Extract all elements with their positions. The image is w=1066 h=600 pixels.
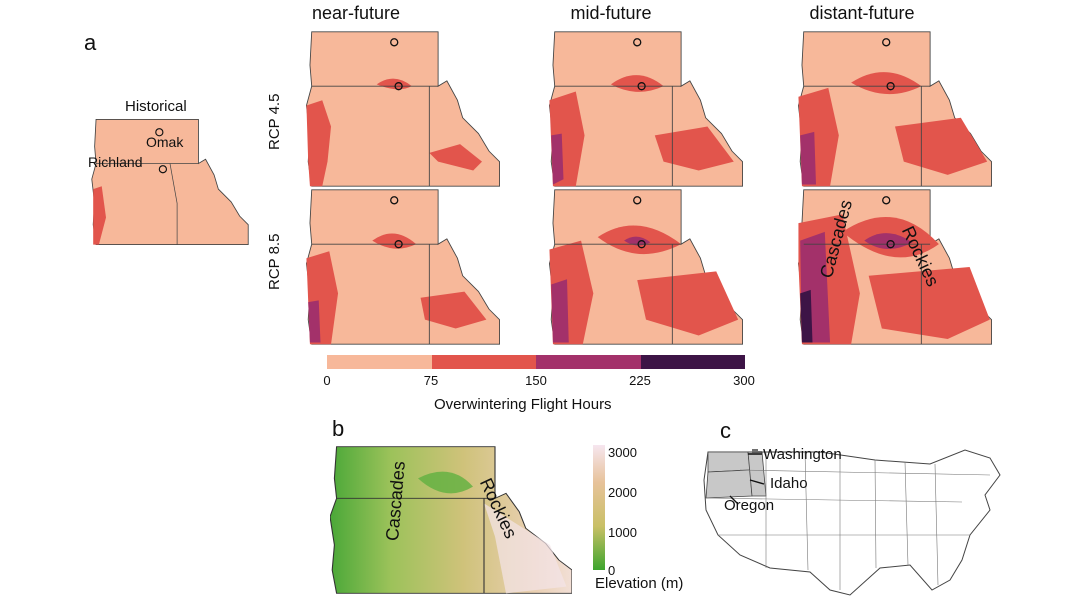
column-header-distant-future: distant-future	[809, 3, 915, 23]
elevation-title: Elevation (m)	[595, 575, 684, 592]
us-label-washington: Washington	[763, 446, 842, 463]
elevation-map	[330, 446, 572, 594]
map-rcp85-distant-future	[798, 189, 992, 345]
us-label-oregon: Oregon	[724, 497, 775, 514]
map-rcp45-distant-future	[798, 31, 992, 187]
colorbar-bin-75-150	[431, 355, 536, 369]
us-map-leader-lines	[729, 453, 765, 505]
panel-c-label: c	[720, 418, 731, 443]
city-label-richland: Richland	[88, 154, 143, 170]
map-rcp85-near-future	[306, 189, 500, 345]
elevation-colorbar	[593, 445, 605, 570]
colorbar-bin-0-75	[327, 355, 432, 369]
colorbar-bin-225-300	[640, 355, 745, 369]
map-rcp45-mid-future	[549, 31, 743, 187]
legend-tick-150: 150	[525, 373, 547, 388]
city-label-omak: Omak	[146, 134, 184, 150]
panel-a-label: a	[84, 30, 97, 55]
legend-tick-300: 300	[733, 373, 755, 388]
legend-title: Overwintering Flight Hours	[434, 396, 612, 413]
elevation-tick-2000: 2000	[608, 485, 637, 500]
historical-map	[91, 118, 249, 246]
legend-tick-225: 225	[629, 373, 651, 388]
legend-tick-75: 75	[423, 373, 439, 388]
map-rcp45-near-future	[306, 31, 500, 187]
historical-title: Historical	[125, 98, 187, 115]
us-label-idaho: Idaho	[770, 475, 808, 492]
colorbar-bin-150-225	[536, 355, 641, 369]
elevation-tick-3000: 3000	[608, 445, 637, 460]
flight-hours-colorbar	[327, 355, 745, 369]
legend-tick-0: 0	[323, 373, 331, 388]
us-map	[703, 449, 1001, 596]
column-header-near-future: near-future	[311, 3, 401, 23]
map-rcp85-mid-future	[549, 189, 743, 345]
elevation-tick-0: 0	[608, 563, 616, 578]
panel-b-label: b	[332, 416, 345, 441]
column-header-mid-future: mid-future	[570, 3, 652, 23]
elevation-tick-1000: 1000	[608, 525, 637, 540]
